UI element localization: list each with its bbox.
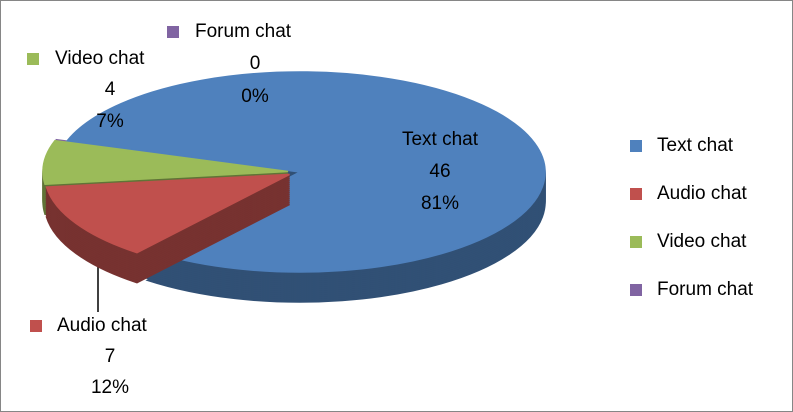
data-label-percent: 7% <box>96 111 124 132</box>
pie-slice <box>45 173 290 284</box>
slice-top <box>45 173 290 254</box>
legend-swatch <box>630 236 642 248</box>
pie-slice <box>65 71 546 303</box>
data-label-name: Text chat <box>402 129 479 150</box>
data-label-percent: 0% <box>241 86 269 107</box>
data-label-value: 46 <box>429 161 450 182</box>
data-label-value: 7 <box>105 346 116 367</box>
data-label-percent: 81% <box>421 193 459 214</box>
data-label-value: 0 <box>250 53 261 74</box>
data-label-name: Forum chat <box>195 21 292 42</box>
legend-label: Forum chat <box>657 279 754 300</box>
slice-top <box>65 71 546 273</box>
data-label-name: Audio chat <box>57 315 148 336</box>
label-marker <box>167 26 179 38</box>
legend-label: Text chat <box>657 135 734 156</box>
legend-label: Video chat <box>657 231 747 252</box>
label-marker <box>30 320 42 332</box>
legend-swatch <box>630 284 642 296</box>
legend-swatch <box>630 188 642 200</box>
data-label-percent: 12% <box>91 377 129 398</box>
slice-top <box>42 139 289 185</box>
legend-swatch <box>630 140 642 152</box>
data-label-value: 4 <box>105 79 116 100</box>
legend-label: Audio chat <box>657 183 748 204</box>
data-label-name: Video chat <box>55 48 145 69</box>
label-marker <box>27 53 39 65</box>
